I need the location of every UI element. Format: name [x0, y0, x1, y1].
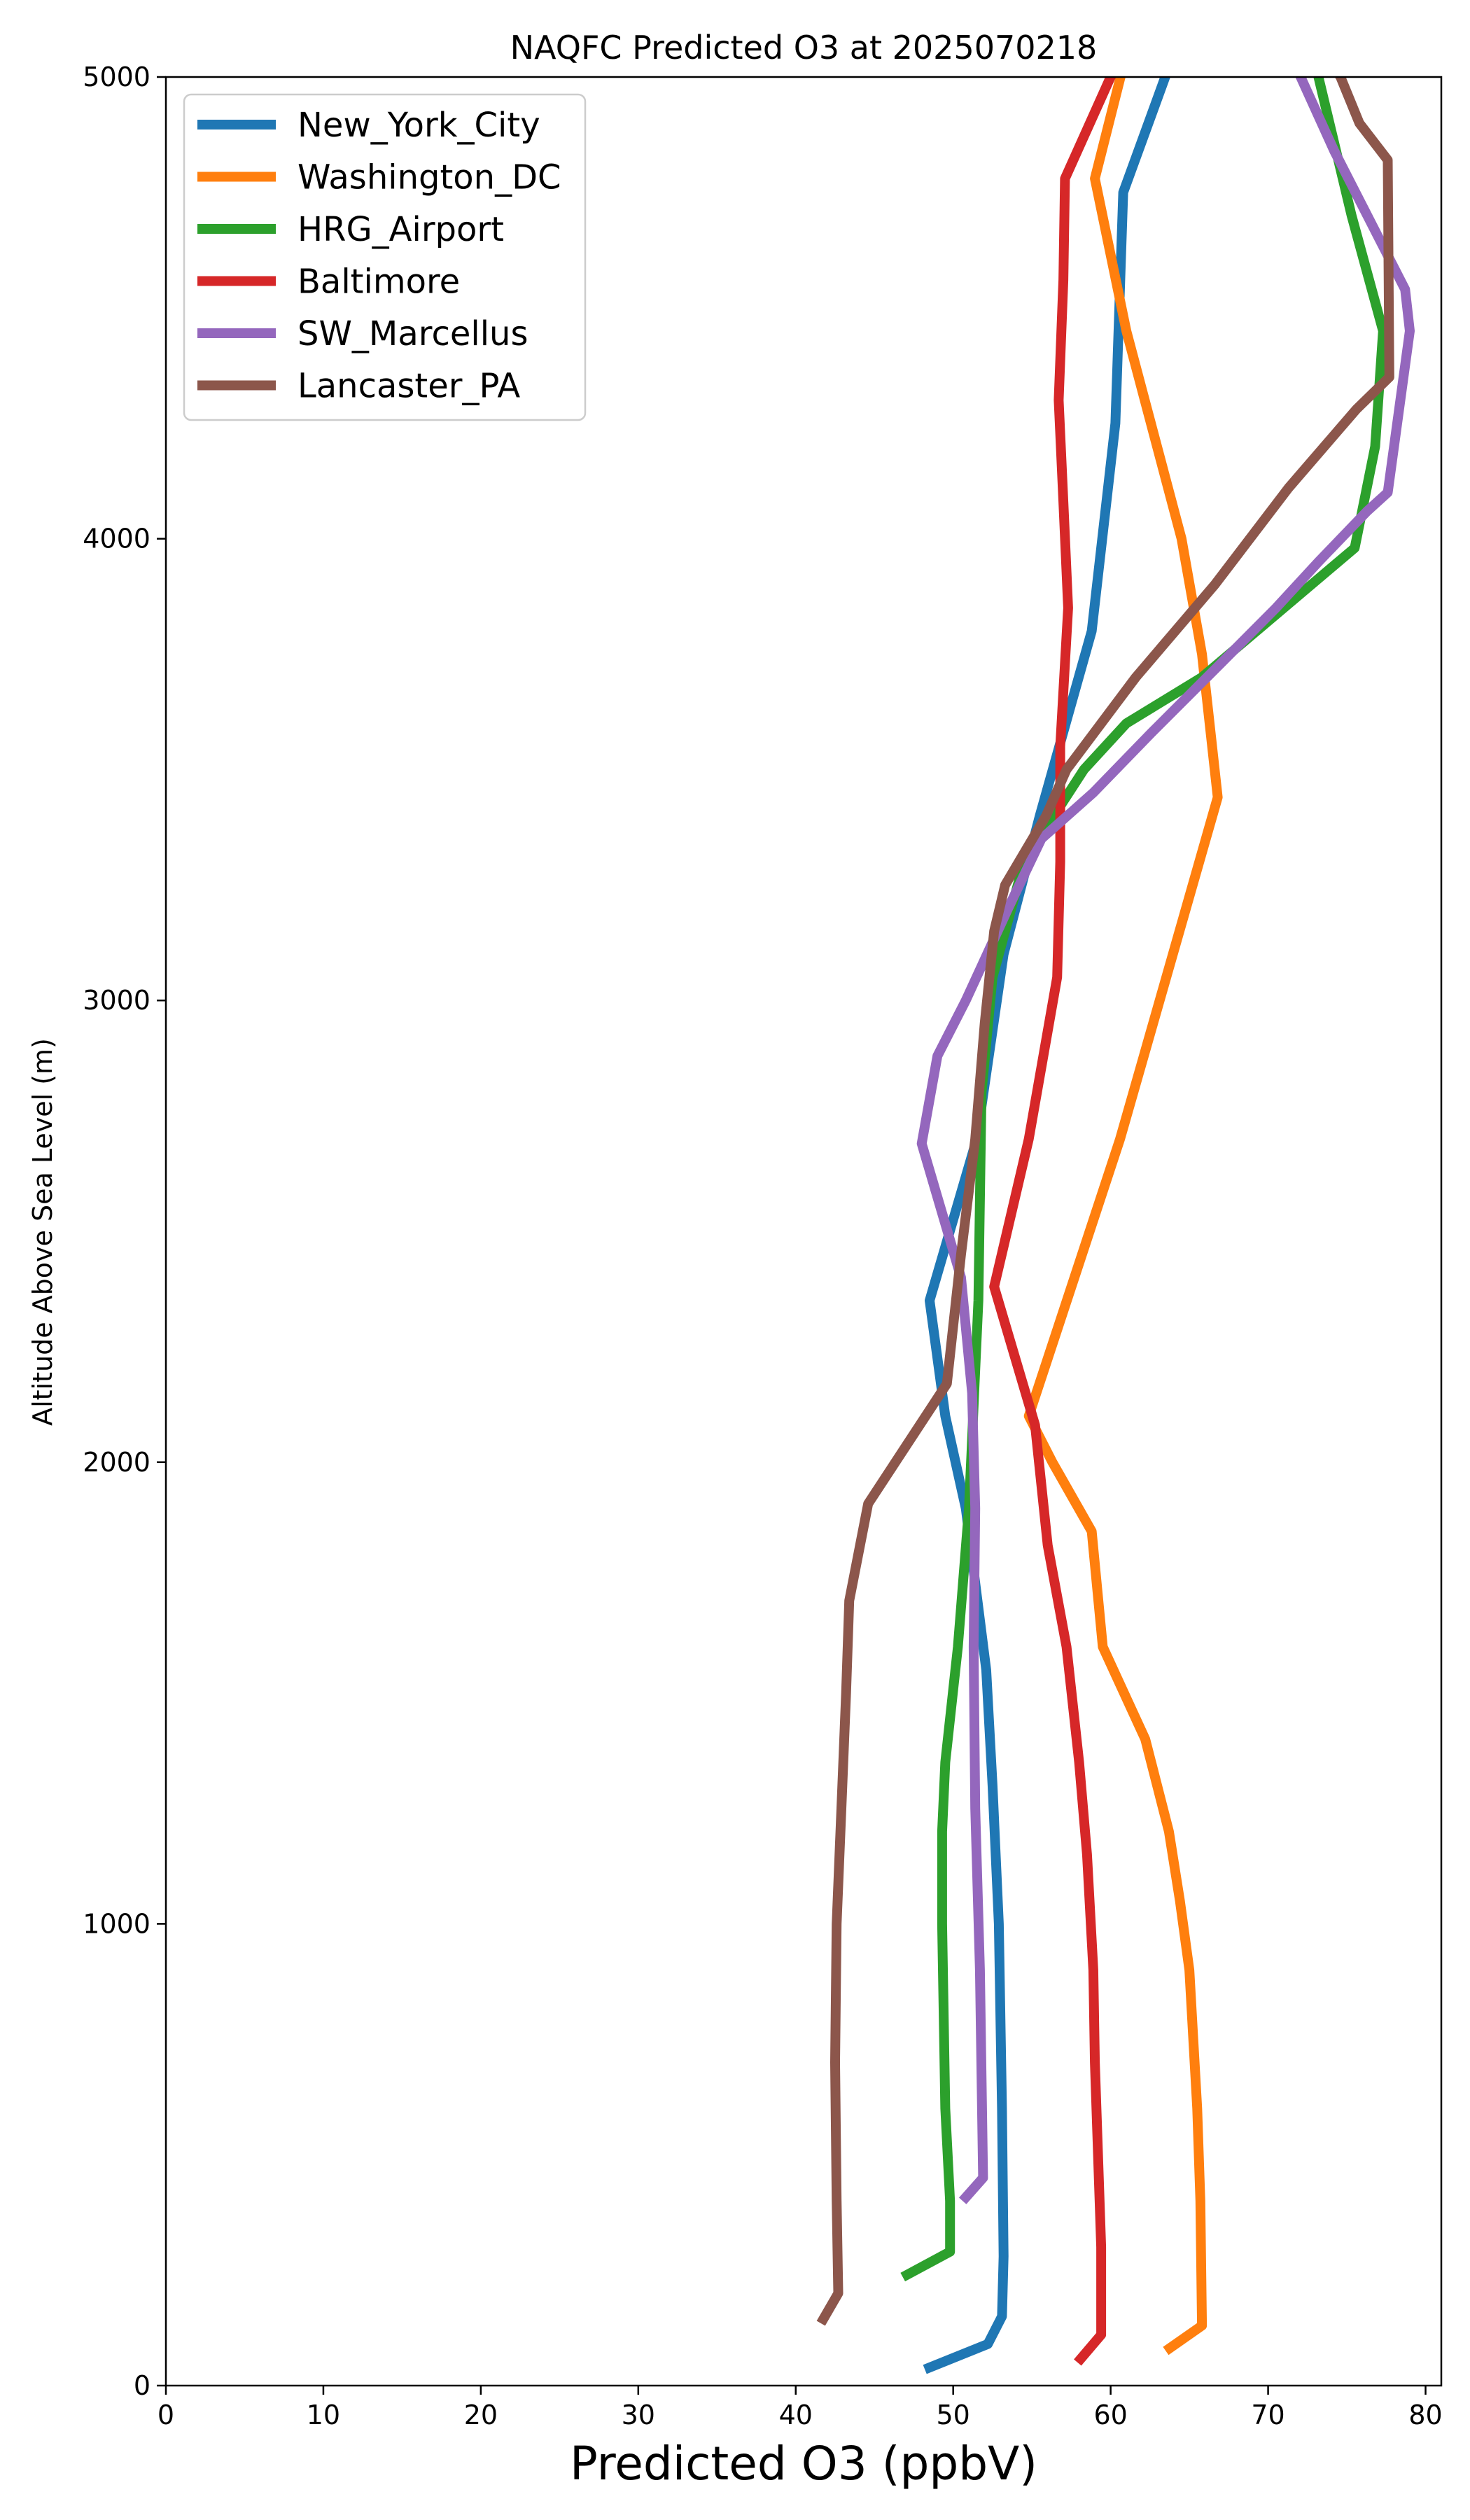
x-tick-label: 40 — [779, 2400, 813, 2430]
legend-label: Baltimore — [298, 262, 460, 302]
y-tick-label: 5000 — [83, 62, 150, 92]
x-tick-label: 70 — [1251, 2400, 1284, 2430]
x-tick-label: 50 — [937, 2400, 970, 2430]
legend-label: New_York_City — [298, 106, 540, 145]
legend-label: HRG_Airport — [298, 210, 504, 249]
x-tick-label: 60 — [1093, 2400, 1127, 2430]
y-tick-label: 0 — [134, 2370, 150, 2401]
legend: New_York_City Washington_DC HRG_Airport Bal… — [183, 93, 587, 421]
x-tick-label: 20 — [464, 2400, 498, 2430]
legend-label: Lancaster_PA — [298, 367, 520, 406]
series-line-sw-marcellus — [916, 77, 1415, 2204]
legend-frame — [183, 93, 587, 421]
x-tick-label: 80 — [1408, 2400, 1442, 2430]
legend-label: SW_Marcellus — [298, 314, 528, 354]
series-line-new-york-city — [923, 77, 1171, 2374]
y-axis: 0 1000 2000 3000 4000 5000 — [83, 62, 166, 2401]
legend-label: Washington_DC — [298, 158, 561, 197]
y-tick-label: 2000 — [83, 1447, 150, 1478]
chart-title: NAQFC Predicted O3 at 2025070218 — [510, 29, 1098, 66]
series-line-baltimore — [989, 77, 1116, 2366]
x-axis: 0 10 20 30 40 50 60 70 80 — [158, 2386, 1443, 2430]
legend-items: New_York_City Washington_DC HRG_Airport Bal… — [197, 106, 561, 406]
series-line-lancaster-pa — [816, 77, 1394, 2326]
y-tick-label: 3000 — [83, 985, 150, 1016]
x-tick-label: 0 — [158, 2400, 174, 2430]
plot-frame — [164, 76, 1443, 2387]
series-layer — [816, 77, 1415, 2374]
plot-area — [164, 76, 1443, 2387]
series-line-washington-dc — [1023, 77, 1223, 2356]
y-tick-label: 1000 — [83, 1908, 150, 1939]
y-tick-label: 4000 — [83, 524, 150, 554]
y-axis-title: Altitude Above Sea Level (m) — [27, 1038, 58, 1426]
x-tick-label: 10 — [307, 2400, 340, 2430]
x-tick-label: 30 — [622, 2400, 655, 2430]
x-axis-title: Predicted O3 (ppbV) — [570, 2437, 1037, 2491]
